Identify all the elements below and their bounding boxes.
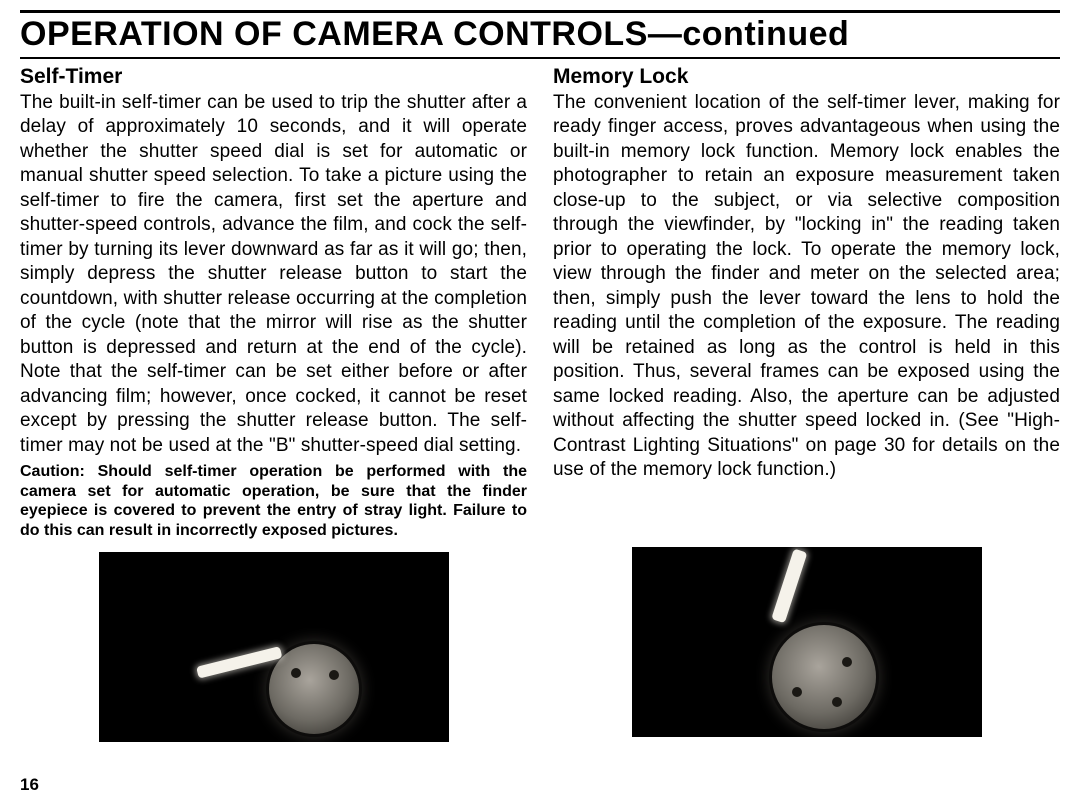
caution-body: Should self-timer operation be performed…: [20, 463, 527, 539]
screw-dot-icon: [792, 687, 802, 697]
top-rule: [20, 10, 1060, 13]
self-timer-body: The built-in self-timer can be used to t…: [20, 91, 527, 459]
screw-dot-icon: [291, 668, 301, 678]
right-figure-row: [553, 547, 1060, 737]
title-underline: [20, 57, 1060, 59]
dial-icon: [772, 625, 876, 729]
caution-label: Caution:: [20, 463, 85, 480]
screw-dot-icon: [832, 697, 842, 707]
page-title: OPERATION OF CAMERA CONTROLS—continued: [20, 17, 1060, 53]
left-column: Self-Timer The built-in self-timer can b…: [20, 65, 527, 743]
memory-lock-body: The convenient location of the self-time…: [553, 91, 1060, 483]
manual-page: OPERATION OF CAMERA CONTROLS—continued S…: [0, 0, 1080, 803]
self-timer-heading: Self-Timer: [20, 65, 527, 89]
lever-icon: [771, 548, 807, 623]
two-column-layout: Self-Timer The built-in self-timer can b…: [20, 65, 1060, 743]
right-column: Memory Lock The convenient location of t…: [553, 65, 1060, 743]
memory-lock-heading: Memory Lock: [553, 65, 1060, 89]
self-timer-figure: [99, 552, 449, 742]
left-figure-row: [20, 552, 527, 742]
lever-icon: [196, 646, 282, 678]
screw-dot-icon: [842, 657, 852, 667]
dial-icon: [269, 644, 359, 734]
self-timer-caution: Caution: Should self-timer operation be …: [20, 462, 527, 540]
memory-lock-figure: [632, 547, 982, 737]
screw-dot-icon: [329, 670, 339, 680]
page-number: 16: [20, 775, 39, 795]
